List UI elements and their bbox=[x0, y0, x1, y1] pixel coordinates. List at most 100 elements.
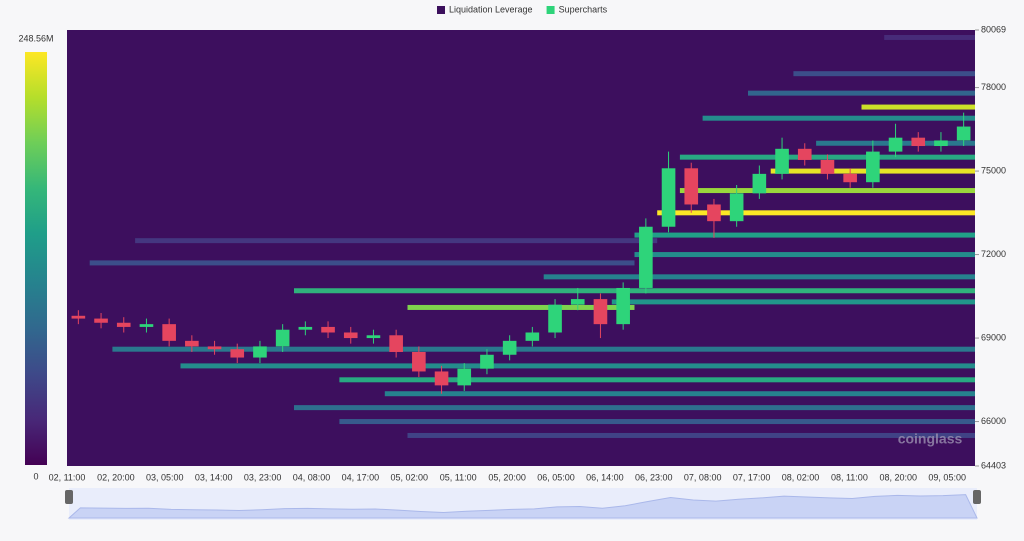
legend-label[interactable]: Supercharts bbox=[559, 4, 608, 14]
navigator-handle[interactable] bbox=[973, 490, 981, 504]
candle-body bbox=[684, 168, 699, 205]
candle-body bbox=[366, 335, 381, 339]
heat-band bbox=[634, 232, 975, 238]
watermark: coinglass bbox=[898, 431, 963, 447]
x-tick-label: 07, 17:00 bbox=[733, 472, 771, 482]
x-tick-label: 08, 20:00 bbox=[880, 472, 918, 482]
legend-label[interactable]: Liquidation Leverage bbox=[449, 4, 533, 14]
heat-band bbox=[384, 391, 975, 397]
heat-band bbox=[793, 71, 975, 77]
heat-band bbox=[135, 238, 658, 244]
x-tick-label: 05, 20:00 bbox=[488, 472, 526, 482]
candle-body bbox=[94, 318, 108, 323]
y-tick-label: 75000 bbox=[981, 165, 1006, 175]
candle-body bbox=[661, 168, 676, 227]
candle-body bbox=[434, 371, 449, 386]
navigator-handle[interactable] bbox=[65, 490, 73, 504]
x-tick-label: 06, 05:00 bbox=[537, 472, 575, 482]
y-tick-label: 69000 bbox=[981, 332, 1006, 342]
x-tick-label: 07, 08:00 bbox=[684, 472, 722, 482]
candle-body bbox=[911, 137, 926, 147]
candle-body bbox=[593, 299, 608, 325]
candle-body bbox=[729, 193, 744, 222]
candle-body bbox=[752, 173, 767, 194]
x-tick-label: 06, 23:00 bbox=[635, 472, 673, 482]
x-tick-label: 08, 11:00 bbox=[831, 472, 868, 482]
heat-band bbox=[112, 346, 975, 352]
candle-body bbox=[956, 126, 971, 141]
heat-band bbox=[657, 210, 975, 216]
candle-body bbox=[820, 159, 835, 174]
candle-body bbox=[843, 173, 857, 183]
heat-band bbox=[611, 299, 975, 305]
x-tick-label: 03, 23:00 bbox=[244, 472, 282, 482]
candle-body bbox=[707, 204, 721, 222]
candle-body bbox=[162, 324, 176, 341]
candle-body bbox=[321, 326, 335, 333]
heat-band bbox=[407, 304, 635, 310]
candle-body bbox=[797, 148, 812, 160]
heat-band bbox=[180, 363, 975, 369]
heat-band bbox=[294, 405, 975, 411]
x-tick-label: 03, 05:00 bbox=[146, 472, 184, 482]
x-tick-label: 04, 17:00 bbox=[342, 472, 380, 482]
y-tick-label: 80069 bbox=[981, 24, 1006, 34]
heat-band bbox=[861, 104, 975, 110]
y-tick-label: 66000 bbox=[981, 416, 1006, 426]
heat-band bbox=[339, 377, 975, 383]
candle-body bbox=[502, 340, 517, 355]
x-tick-label: 02, 11:00 bbox=[49, 472, 86, 482]
candle-body bbox=[116, 322, 131, 327]
x-tick-label: 08, 02:00 bbox=[782, 472, 820, 482]
candle-body bbox=[298, 326, 313, 330]
heat-band bbox=[294, 288, 975, 294]
y-tick-label: 78000 bbox=[981, 82, 1006, 92]
candle-body bbox=[185, 340, 199, 347]
y-tick-label: 72000 bbox=[981, 249, 1006, 259]
candle-body bbox=[71, 315, 86, 319]
candle-body bbox=[866, 151, 880, 183]
candle-body bbox=[343, 332, 358, 339]
x-tick-label: 04, 08:00 bbox=[293, 472, 331, 482]
candle-body bbox=[525, 332, 540, 341]
legend-swatch[interactable] bbox=[546, 6, 555, 14]
heat-band bbox=[543, 274, 975, 280]
legend-swatch[interactable] bbox=[437, 6, 445, 14]
x-tick-label: 03, 14:00 bbox=[195, 472, 233, 482]
candle-body bbox=[934, 140, 948, 147]
candle-body bbox=[389, 335, 403, 352]
candle-body bbox=[253, 346, 267, 358]
candle-body bbox=[412, 351, 426, 372]
candle-body bbox=[616, 287, 630, 325]
candle-body bbox=[275, 329, 290, 347]
x-tick-label: 09, 05:00 bbox=[928, 472, 966, 482]
colorbar bbox=[25, 52, 47, 465]
candle-body bbox=[457, 368, 472, 386]
candle-body bbox=[207, 346, 222, 350]
heat-band bbox=[407, 432, 975, 438]
colorbar-label: 0 bbox=[33, 471, 38, 481]
y-tick-label: 64403 bbox=[981, 460, 1006, 470]
candle-body bbox=[639, 226, 653, 288]
heat-band bbox=[634, 252, 975, 258]
candle-body bbox=[888, 137, 903, 152]
x-tick-label: 02, 20:00 bbox=[97, 472, 135, 482]
candle-body bbox=[570, 299, 585, 305]
heat-band bbox=[884, 34, 975, 40]
candle-body bbox=[139, 324, 154, 327]
heat-band bbox=[679, 188, 975, 194]
candle-body bbox=[230, 349, 245, 358]
navigator-area bbox=[67, 494, 978, 519]
heat-band bbox=[748, 90, 975, 96]
heat-band bbox=[702, 115, 975, 121]
candle-body bbox=[775, 148, 789, 174]
heat-band bbox=[339, 419, 975, 425]
x-tick-label: 05, 02:00 bbox=[391, 472, 429, 482]
colorbar-label: 248.56M bbox=[18, 33, 53, 43]
candle-body bbox=[480, 354, 494, 369]
heat-band bbox=[89, 260, 635, 266]
candle-body bbox=[548, 304, 562, 333]
x-tick-label: 05, 11:00 bbox=[440, 472, 477, 482]
